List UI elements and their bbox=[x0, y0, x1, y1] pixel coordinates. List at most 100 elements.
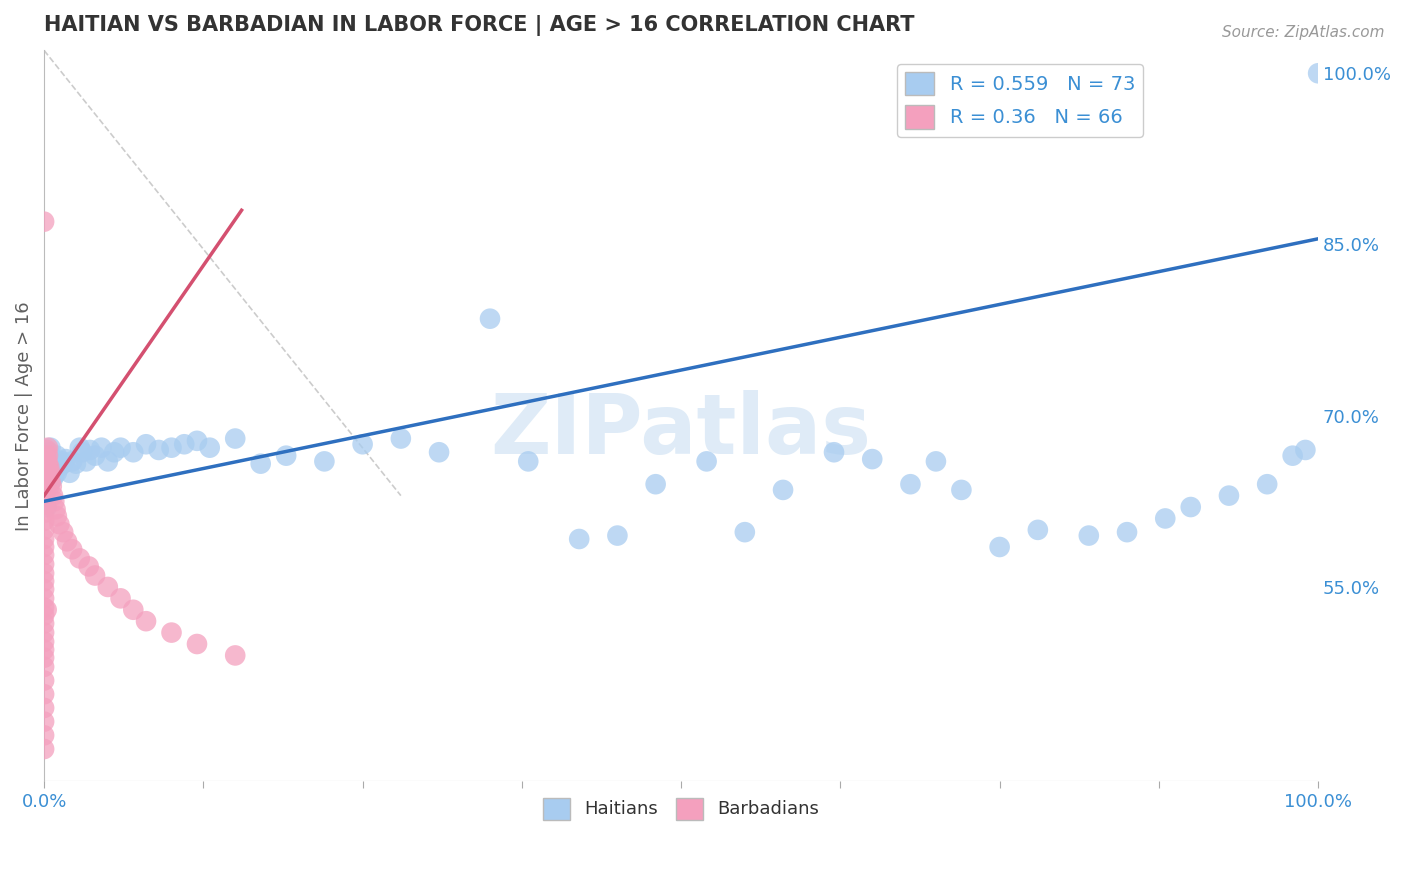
Point bbox=[568, 532, 591, 546]
Point bbox=[37, 449, 59, 463]
Point bbox=[1180, 500, 1202, 514]
Point bbox=[37, 457, 59, 471]
Point bbox=[103, 445, 125, 459]
Point bbox=[35, 442, 58, 457]
Point bbox=[34, 471, 56, 485]
Point bbox=[32, 466, 55, 480]
Point bbox=[186, 434, 208, 448]
Point bbox=[52, 525, 75, 540]
Point bbox=[97, 580, 120, 594]
Point bbox=[32, 215, 55, 229]
Point bbox=[56, 534, 79, 549]
Text: ZIPatlas: ZIPatlas bbox=[491, 390, 872, 471]
Point bbox=[122, 603, 145, 617]
Point bbox=[32, 660, 55, 674]
Point bbox=[427, 445, 450, 459]
Point bbox=[37, 454, 59, 468]
Point bbox=[42, 471, 65, 485]
Point bbox=[45, 449, 67, 463]
Y-axis label: In Labor Force | Age > 16: In Labor Force | Age > 16 bbox=[15, 301, 32, 531]
Point bbox=[32, 742, 55, 756]
Point bbox=[32, 673, 55, 688]
Point bbox=[32, 650, 55, 665]
Point bbox=[42, 489, 65, 503]
Point bbox=[32, 616, 55, 631]
Point bbox=[696, 454, 718, 468]
Point bbox=[606, 528, 628, 542]
Point bbox=[39, 475, 62, 489]
Point bbox=[148, 442, 170, 457]
Point bbox=[950, 483, 973, 497]
Point bbox=[32, 701, 55, 715]
Point bbox=[186, 637, 208, 651]
Point bbox=[32, 634, 55, 648]
Point bbox=[32, 574, 55, 589]
Text: Source: ZipAtlas.com: Source: ZipAtlas.com bbox=[1222, 25, 1385, 40]
Point bbox=[39, 475, 62, 489]
Point bbox=[135, 614, 157, 628]
Point bbox=[314, 454, 336, 468]
Point bbox=[32, 506, 55, 520]
Point bbox=[38, 479, 60, 493]
Point bbox=[32, 714, 55, 729]
Point bbox=[160, 625, 183, 640]
Point bbox=[32, 600, 55, 615]
Point bbox=[52, 457, 75, 471]
Point bbox=[34, 454, 56, 468]
Point bbox=[38, 445, 60, 459]
Point bbox=[37, 441, 59, 455]
Point bbox=[249, 457, 271, 471]
Point bbox=[34, 463, 56, 477]
Point bbox=[48, 517, 70, 532]
Point bbox=[45, 466, 67, 480]
Point bbox=[160, 441, 183, 455]
Point bbox=[860, 452, 883, 467]
Point bbox=[41, 479, 63, 493]
Point bbox=[38, 460, 60, 475]
Point bbox=[41, 466, 63, 480]
Point bbox=[110, 591, 132, 606]
Point bbox=[734, 525, 756, 540]
Point bbox=[32, 523, 55, 537]
Point bbox=[32, 625, 55, 640]
Point bbox=[32, 489, 55, 503]
Point bbox=[38, 468, 60, 483]
Point bbox=[32, 557, 55, 571]
Point bbox=[135, 437, 157, 451]
Point bbox=[44, 468, 66, 483]
Point bbox=[32, 514, 55, 528]
Point bbox=[32, 582, 55, 597]
Point bbox=[44, 494, 66, 508]
Point bbox=[224, 432, 246, 446]
Point bbox=[35, 460, 58, 475]
Point bbox=[173, 437, 195, 451]
Point bbox=[32, 483, 55, 497]
Point bbox=[48, 460, 70, 475]
Point bbox=[1026, 523, 1049, 537]
Point bbox=[32, 728, 55, 742]
Point bbox=[35, 603, 58, 617]
Point bbox=[34, 454, 56, 468]
Point bbox=[1116, 525, 1139, 540]
Point bbox=[32, 479, 55, 493]
Point bbox=[35, 452, 58, 467]
Point bbox=[224, 648, 246, 663]
Point bbox=[32, 498, 55, 512]
Point bbox=[55, 452, 77, 467]
Point bbox=[51, 454, 73, 468]
Point bbox=[75, 454, 97, 468]
Point bbox=[97, 454, 120, 468]
Point bbox=[925, 454, 948, 468]
Point bbox=[37, 468, 59, 483]
Point bbox=[44, 457, 66, 471]
Point bbox=[644, 477, 666, 491]
Point bbox=[1218, 489, 1240, 503]
Legend: Haitians, Barbadians: Haitians, Barbadians bbox=[536, 790, 827, 827]
Point bbox=[84, 449, 107, 463]
Point bbox=[58, 466, 80, 480]
Point bbox=[110, 441, 132, 455]
Text: HAITIAN VS BARBADIAN IN LABOR FORCE | AGE > 16 CORRELATION CHART: HAITIAN VS BARBADIAN IN LABOR FORCE | AG… bbox=[44, 15, 915, 36]
Point bbox=[41, 454, 63, 468]
Point bbox=[900, 477, 922, 491]
Point bbox=[1294, 442, 1316, 457]
